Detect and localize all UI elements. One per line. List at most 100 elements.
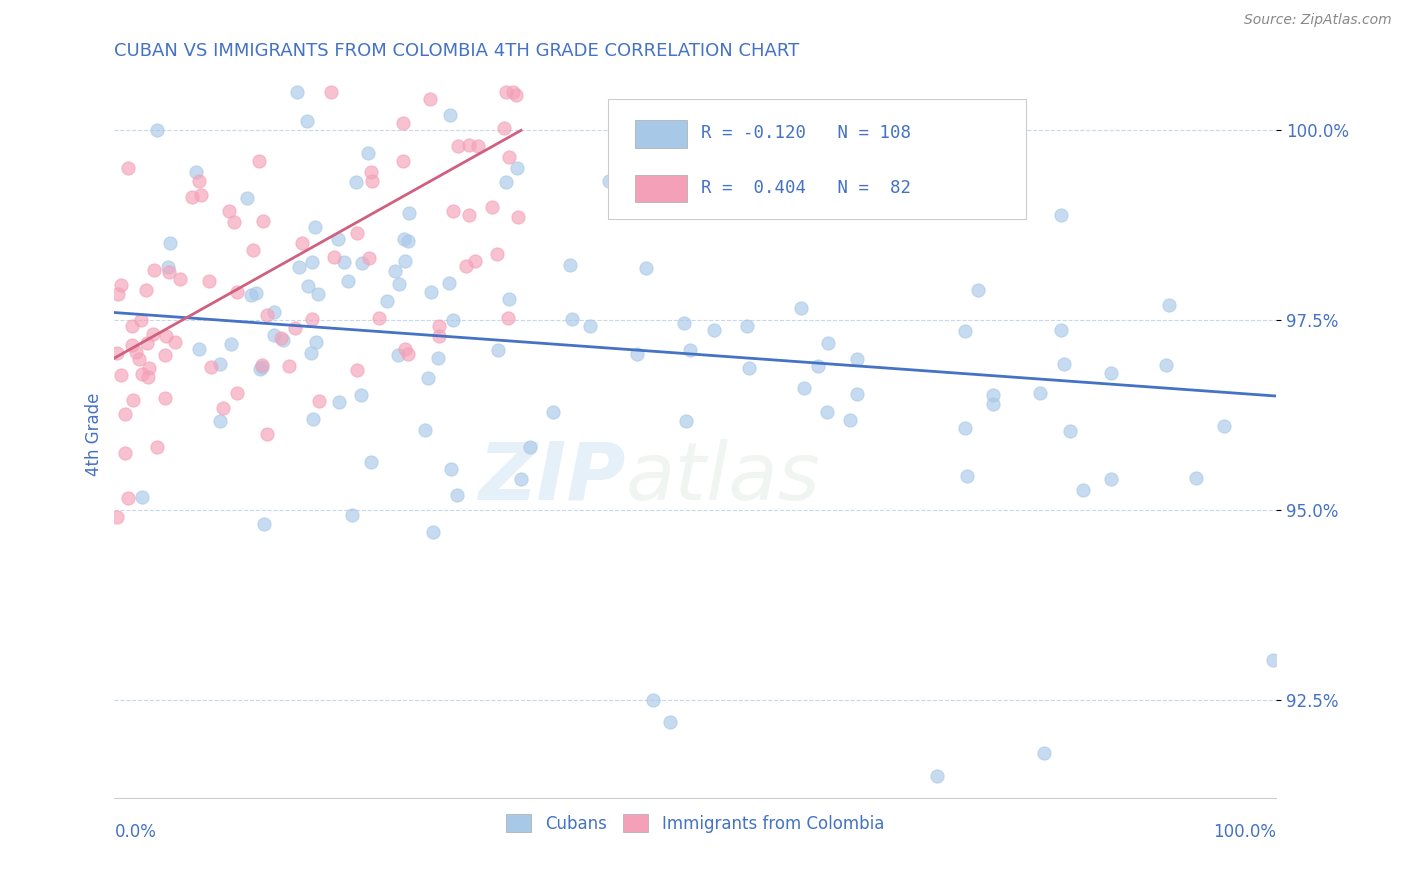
Point <box>508 210 530 224</box>
FancyBboxPatch shape <box>636 175 688 202</box>
Point <box>780 195 803 210</box>
Point <box>673 316 696 330</box>
Point <box>394 254 416 268</box>
Point <box>299 346 322 360</box>
Point <box>128 352 150 367</box>
Point <box>181 190 204 204</box>
Point <box>953 420 976 434</box>
Point <box>250 358 273 372</box>
Point <box>163 334 186 349</box>
Point <box>1050 208 1073 222</box>
Point <box>1071 483 1094 497</box>
Point <box>427 351 450 366</box>
Point <box>981 397 1004 411</box>
Point <box>419 92 441 106</box>
Text: atlas: atlas <box>626 439 820 516</box>
Point <box>1005 199 1028 213</box>
Point <box>138 361 160 376</box>
Point <box>679 343 702 358</box>
Point <box>135 283 157 297</box>
Point <box>142 262 165 277</box>
Point <box>392 115 415 129</box>
Point <box>121 338 143 352</box>
Point <box>288 260 311 274</box>
Point <box>350 388 373 402</box>
Point <box>807 359 830 373</box>
Point <box>188 343 211 357</box>
FancyBboxPatch shape <box>636 120 688 147</box>
Point <box>420 285 443 299</box>
Point <box>394 342 416 356</box>
Point <box>117 491 139 505</box>
Legend: Cubans, Immigrants from Colombia: Cubans, Immigrants from Colombia <box>498 806 893 841</box>
Point <box>333 255 356 269</box>
Point <box>1159 298 1181 312</box>
Point <box>284 320 307 334</box>
Point <box>184 164 207 178</box>
Point <box>790 301 813 316</box>
Point <box>387 348 409 362</box>
Text: Source: ZipAtlas.com: Source: ZipAtlas.com <box>1244 13 1392 28</box>
Point <box>157 260 180 275</box>
Point <box>256 308 278 322</box>
Point <box>415 423 437 437</box>
Point <box>983 388 1005 402</box>
Point <box>131 491 153 505</box>
Point <box>505 88 527 103</box>
Point <box>252 214 274 228</box>
Point <box>1154 358 1177 372</box>
Point <box>297 278 319 293</box>
Point <box>467 139 489 153</box>
Point <box>117 161 139 175</box>
Point <box>142 326 165 341</box>
Point <box>222 214 245 228</box>
Point <box>110 277 132 292</box>
Point <box>1029 386 1052 401</box>
Point <box>346 226 368 240</box>
Point <box>495 175 517 189</box>
Point <box>498 292 520 306</box>
Point <box>249 361 271 376</box>
Point <box>1053 357 1076 371</box>
Point <box>846 351 869 366</box>
Point <box>375 293 398 308</box>
Point <box>236 191 259 205</box>
Point <box>218 204 240 219</box>
Point <box>110 368 132 382</box>
Point <box>441 313 464 327</box>
Point <box>301 311 323 326</box>
Point <box>392 154 415 169</box>
Point <box>817 336 839 351</box>
Point <box>271 333 294 347</box>
Point <box>200 360 222 375</box>
Point <box>458 138 481 153</box>
Point <box>131 367 153 381</box>
Point <box>519 440 541 454</box>
Point <box>328 395 350 409</box>
Point <box>1059 424 1081 438</box>
Point <box>136 336 159 351</box>
Point <box>815 404 838 418</box>
Point <box>388 277 411 292</box>
Point <box>305 334 328 349</box>
Point <box>219 337 242 351</box>
Point <box>510 472 533 486</box>
Point <box>190 187 212 202</box>
Point <box>956 468 979 483</box>
Point <box>396 346 419 360</box>
Point <box>416 371 439 385</box>
Point <box>321 86 343 100</box>
Point <box>398 206 420 220</box>
Point <box>336 275 359 289</box>
Point <box>845 386 868 401</box>
Point <box>346 363 368 377</box>
Point <box>256 426 278 441</box>
Point <box>1050 323 1073 337</box>
Point <box>396 234 419 248</box>
Point <box>437 277 460 291</box>
Point <box>357 146 380 161</box>
Point <box>245 286 267 301</box>
FancyBboxPatch shape <box>609 99 1026 219</box>
Point <box>301 255 323 269</box>
Point <box>446 488 468 502</box>
